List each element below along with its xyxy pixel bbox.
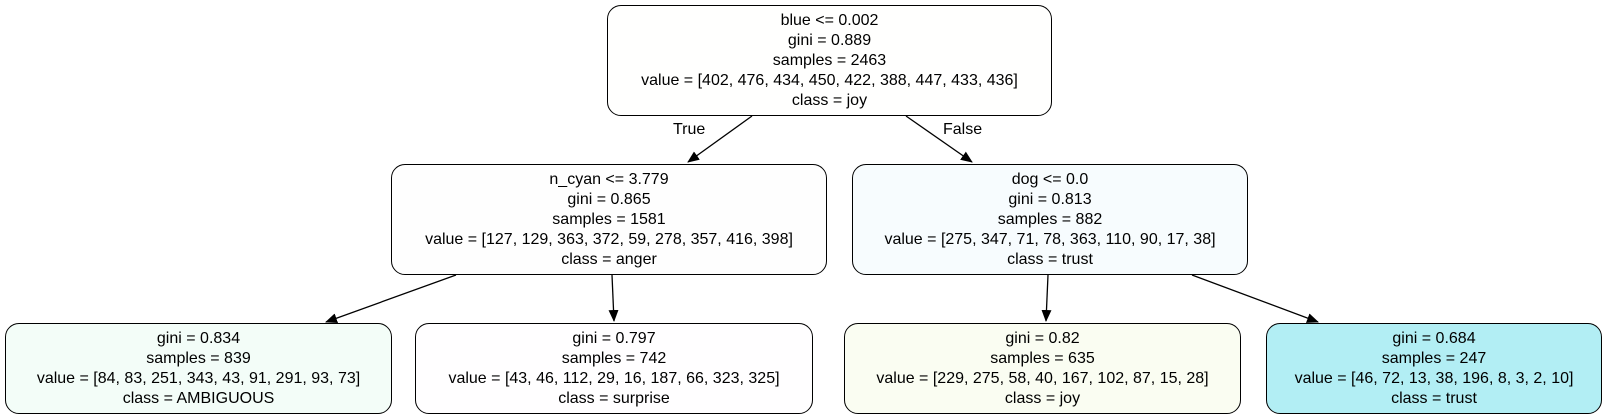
node-gini: gini = 0.82 [1005,329,1080,347]
tree-node-right: dog <= 0.0 gini = 0.813 samples = 882 va… [852,164,1248,275]
node-class: class = trust [1391,389,1477,407]
tree-node-left: n_cyan <= 3.779 gini = 0.865 samples = 1… [391,164,827,275]
node-split: n_cyan <= 3.779 [549,170,669,188]
node-value: value = [275, 347, 71, 78, 363, 110, 90,… [884,230,1216,248]
node-class: class = joy [1004,389,1081,407]
node-value: value = [84, 83, 251, 343, 43, 91, 291, … [36,369,361,387]
tree-leaf-joy: gini = 0.82 samples = 635 value = [229, … [844,323,1241,414]
tree-leaf-ambiguous: gini = 0.834 samples = 839 value = [84, … [5,323,392,414]
node-value: value = [127, 129, 363, 372, 59, 278, 35… [425,230,793,248]
node-class: class = AMBIGUOUS [122,389,275,407]
node-value: value = [229, 275, 58, 40, 167, 102, 87,… [876,369,1209,387]
node-class: class = trust [1007,250,1093,268]
node-gini: gini = 0.684 [1392,329,1476,347]
edge-left-to-leaf-surprise [608,274,619,322]
tree-node-root: blue <= 0.002 gini = 0.889 samples = 246… [607,5,1052,116]
edge-label-false: False [943,121,983,138]
node-samples: samples = 247 [1381,349,1487,367]
node-samples: samples = 882 [997,210,1103,228]
node-samples: samples = 635 [990,349,1095,367]
node-split: dog <= 0.0 [1011,170,1089,188]
node-class: class = anger [561,250,657,268]
node-value: value = [43, 46, 112, 29, 16, 187, 66, 3… [448,369,780,387]
node-gini: gini = 0.813 [1008,190,1092,208]
node-gini: gini = 0.865 [567,190,651,208]
edge-right-to-leaf-joy [1041,274,1052,322]
node-gini: gini = 0.889 [787,31,872,49]
node-samples: samples = 1581 [552,210,666,228]
node-gini: gini = 0.797 [572,329,656,347]
node-value: value = [402, 476, 434, 450, 422, 388, 4… [641,71,1018,89]
edge-left-to-leaf-ambiguous [325,274,457,323]
edge-label-true: True [673,121,706,138]
node-class: class = joy [791,91,868,109]
edge-right-to-leaf-trust [1191,274,1319,323]
node-samples: samples = 742 [561,349,667,367]
node-split: blue <= 0.002 [780,11,879,29]
node-class: class = surprise [558,389,670,407]
node-samples: samples = 2463 [772,51,887,69]
node-gini: gini = 0.834 [156,329,241,347]
tree-leaf-trust: gini = 0.684 samples = 247 value = [46, … [1266,323,1602,414]
node-samples: samples = 839 [146,349,251,367]
edge-root-to-right [905,115,973,163]
edge-root-to-left [687,115,753,163]
tree-leaf-surprise: gini = 0.797 samples = 742 value = [43, … [415,323,813,414]
node-value: value = [46, 72, 13, 38, 196, 8, 3, 2, 1… [1294,369,1574,387]
